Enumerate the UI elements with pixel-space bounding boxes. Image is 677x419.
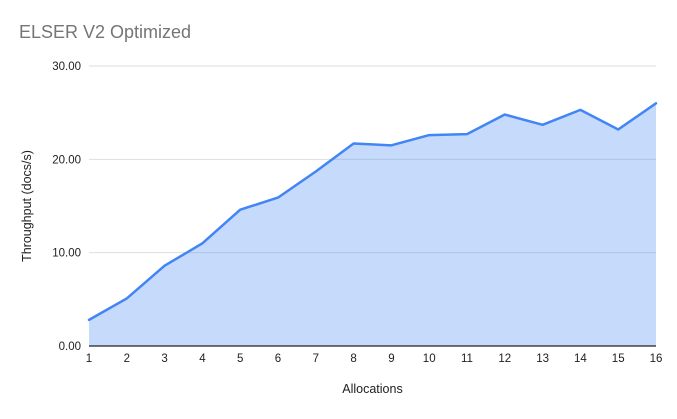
x-tick-label: 13 <box>536 353 549 365</box>
x-tick-label: 4 <box>199 353 206 365</box>
x-tick-label: 1 <box>86 353 92 365</box>
x-tick-label: 8 <box>350 353 356 365</box>
x-tick-label: 7 <box>313 353 319 365</box>
x-tick-label: 9 <box>388 353 394 365</box>
x-tick-label: 2 <box>124 353 130 365</box>
x-tick-label: 16 <box>650 353 663 365</box>
y-tick-label: 20.00 <box>52 154 81 166</box>
y-tick-label: 10.00 <box>52 248 81 260</box>
x-axis-title: Allocations <box>342 382 403 396</box>
x-tick-label: 6 <box>275 353 281 365</box>
x-tick-label: 10 <box>423 353 436 365</box>
area-fill <box>89 103 656 346</box>
data-line <box>87 102 658 322</box>
y-tick-label: 30.00 <box>52 61 81 73</box>
x-tick-label: 5 <box>237 353 243 365</box>
y-tick-label: 0.00 <box>59 341 81 353</box>
chart-title: ELSER V2 Optimized <box>19 22 192 42</box>
x-tick-label: 3 <box>161 353 167 365</box>
x-tick-label: 14 <box>574 353 587 365</box>
x-tick-label: 12 <box>498 353 511 365</box>
x-tick-label: 15 <box>612 353 625 365</box>
x-tick-label: 11 <box>461 353 473 365</box>
